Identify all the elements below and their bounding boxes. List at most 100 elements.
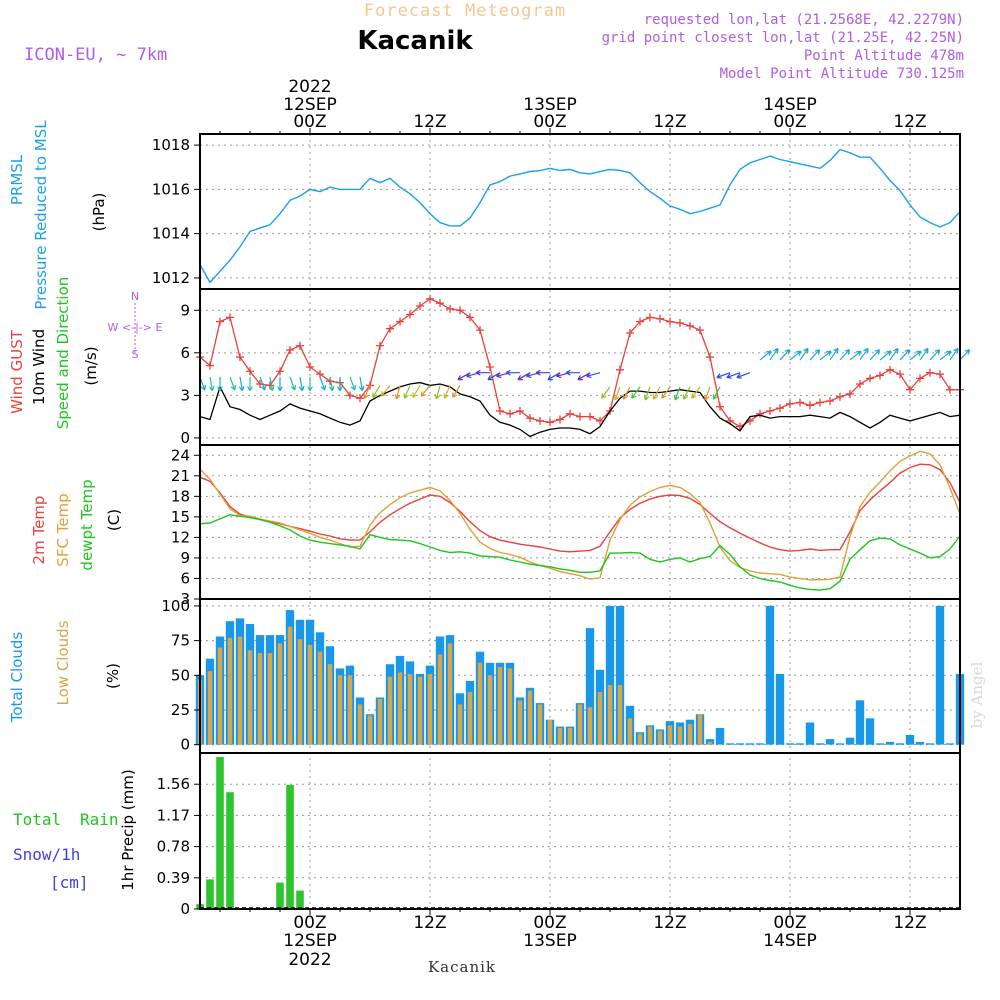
gust-point [786,399,794,408]
total-cloud-bar [755,743,765,745]
bottom-hour-label-1: 12Z [413,913,446,933]
low-cloud-bar [357,704,363,745]
gust-point [236,353,244,362]
low-cloud-bar [597,692,603,745]
low-cloud-bar [647,726,653,745]
wind-direction-arrow [420,385,431,397]
gust-point [366,381,374,390]
gust-point [246,367,254,376]
label-2m-temp: 2m Temp [30,496,48,565]
top-hour-label-4: 00Z [773,112,806,132]
top-hour-label-2: 00Z [533,112,566,132]
ytick-label-1-1: 3 [180,386,190,404]
gust-point [316,370,324,379]
wind-direction-arrow [394,385,401,400]
footer-location: Kacanik [428,958,496,976]
gust-point [416,302,424,311]
total-cloud-bar [855,700,865,745]
rain-bar [296,890,304,909]
total-cloud-bar [785,743,795,745]
low-cloud-bar [517,700,523,745]
ytick-label-2-5: 18 [171,487,190,505]
wind-direction-arrow [577,372,591,381]
low-cloud-bar [347,675,353,745]
wind-direction-arrow [277,376,283,392]
wind-direction-arrow [565,369,581,376]
low-cloud-bar [207,671,213,745]
gust-point [856,380,864,389]
panel-frame-0 [199,133,961,290]
wind-direction-arrow [839,349,851,361]
top-date-label-0: 12SEP [283,95,336,115]
gust-point [496,406,504,415]
low-cloud-bar [477,662,483,745]
wind-direction-arrow [238,376,245,392]
total-cloud-bar [825,739,835,745]
wind-direction-arrow [613,386,621,401]
wind-direction-arrow [661,386,671,399]
wind-direction-arrow [372,385,381,398]
low-cloud-bar [227,637,233,745]
ytick-label-2-3: 12 [171,528,190,546]
gust-point [216,317,224,326]
gust-point [626,328,634,337]
low-cloud-bar [407,673,413,745]
low-cloud-bar [387,676,393,745]
panel-frame-4 [199,752,961,910]
top-hour-label-1: 12Z [413,112,446,132]
ytick-label-1-3: 9 [180,301,190,319]
dewpoint-line [199,514,961,591]
gust-point [946,385,954,394]
gust-point [706,353,714,362]
wind-speed-line [199,381,961,438]
total-cloud-bar [905,735,915,745]
temp-2m-line [199,463,961,553]
wind-direction-arrow [547,372,561,381]
ytick-label-3-3: 75 [171,632,190,650]
total-cloud-bar [775,673,785,745]
wind-direction-arrow [259,376,267,391]
ytick-label-3-2: 50 [171,666,190,684]
wind-direction-arrow [475,369,491,376]
wind-direction-arrow [929,349,941,361]
wind-direction-arrow [869,349,881,361]
low-cloud-bar [437,654,443,745]
ytick-label-4-0: 0 [180,900,190,918]
top-year-label-0: 2022 [288,77,331,97]
watermark: by Angel [968,661,986,728]
low-cloud-bar [317,651,323,745]
wind-direction-arrow [779,349,791,361]
low-cloud-bar [297,639,303,745]
low-cloud-bar [617,685,623,745]
ytick-label-2-6: 21 [171,467,190,485]
point-altitude: Point Altitude 478m [804,48,964,64]
wind-direction-arrow [899,349,911,361]
gust-point [576,412,584,421]
wind-direction-arrow [959,349,971,361]
wind-direction-arrow [643,386,651,401]
bottom-year-label-0: 2022 [288,950,331,970]
wind-direction-arrow [307,376,313,392]
low-cloud-bar [447,643,453,745]
wind-direction-arrow [319,376,327,391]
ytick-label-0-2: 1016 [152,180,190,198]
wind-direction-arrow [652,386,661,400]
gust-point [686,321,694,330]
wind-direction-arrow [889,347,899,361]
label-pressure-msl: Pressure Reduced to MSL [32,120,50,310]
gust-point [636,317,644,326]
total-cloud-bar [935,605,945,745]
bottom-hour-label-2: 00Z [533,913,566,933]
low-cloud-bar [697,714,703,745]
label-pct-unit: (%) [104,663,122,689]
wind-direction-arrow [819,350,832,361]
gust-point [796,398,804,407]
gust-point [546,418,554,427]
gust-point [376,341,384,350]
gust-point [836,392,844,401]
low-cloud-bar [527,690,533,745]
wind-direction-arrow [601,386,611,399]
gust-point [716,402,724,411]
total-cloud-bar [735,743,745,745]
wind-direction-arrow [949,347,959,361]
